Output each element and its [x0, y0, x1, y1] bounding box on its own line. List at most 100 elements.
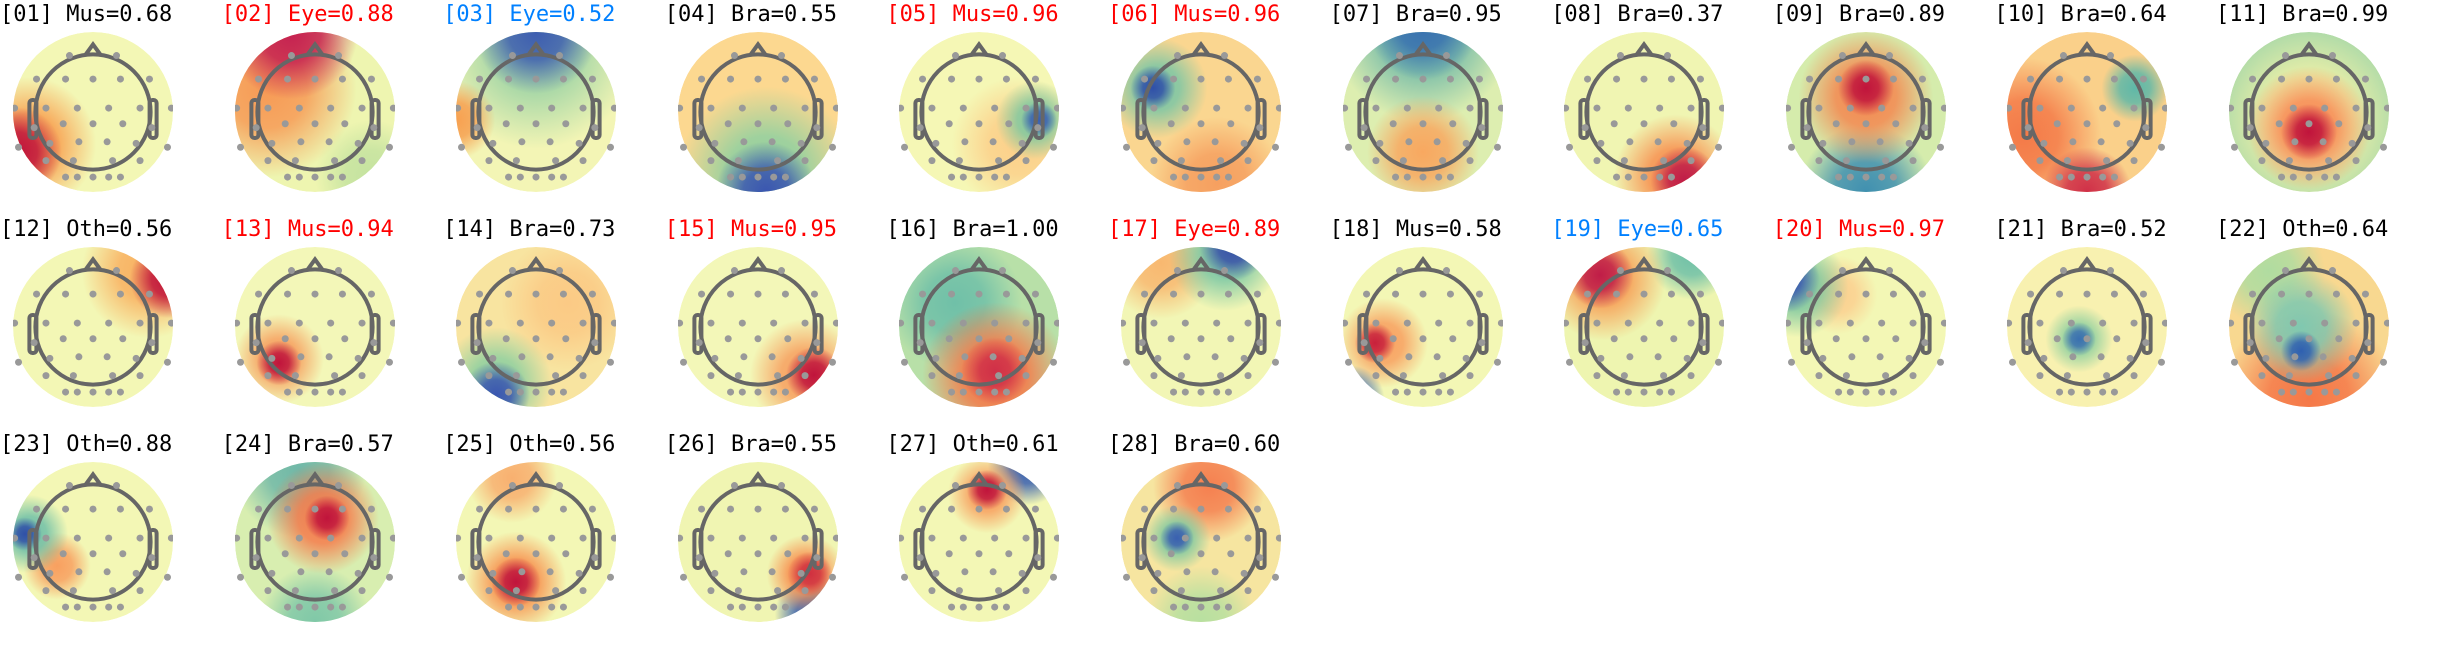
- component-panel[interactable]: [25] Oth=0.56: [443, 430, 664, 645]
- electrode-dot: [2258, 157, 2266, 165]
- electrode-dot: [1805, 75, 1813, 83]
- component-panel[interactable]: [03] Eye=0.52: [443, 0, 664, 215]
- electrode-dot: [330, 372, 338, 380]
- component-panel[interactable]: [15] Mus=0.95: [665, 215, 886, 430]
- component-panel[interactable]: [20] Mus=0.97: [1773, 215, 1994, 430]
- component-panel[interactable]: [28] Bra=0.60: [1108, 430, 1329, 645]
- component-panel[interactable]: [13] Mus=0.94: [222, 215, 443, 430]
- electrode-dot: [1834, 290, 1842, 298]
- component-panel[interactable]: [17] Eye=0.89: [1108, 215, 1329, 430]
- electrode-dot: [952, 482, 960, 490]
- electrode-dot: [1656, 388, 1664, 396]
- component-panel[interactable]: [07] Bra=0.95: [1330, 0, 1551, 215]
- electrode-dot: [1227, 550, 1235, 558]
- electrode-dot: [960, 173, 968, 181]
- electrode-dot: [73, 388, 81, 396]
- electrode-dot: [2107, 52, 2115, 60]
- component-panel[interactable]: [04] Bra=0.55: [665, 0, 886, 215]
- topomap: [456, 32, 617, 192]
- electrode-dot: [485, 157, 493, 165]
- component-panel[interactable]: [06] Mus=0.96: [1108, 0, 1329, 215]
- component-panel[interactable]: [14] Bra=0.73: [443, 215, 664, 430]
- electrode-dot: [1019, 139, 1027, 147]
- head-outline: [1800, 40, 1932, 172]
- component-panel[interactable]: [26] Bra=0.55: [665, 430, 886, 645]
- electrode-dot: [532, 388, 540, 396]
- component-panel[interactable]: [27] Oth=0.61: [886, 430, 1107, 645]
- electrode-dot: [2025, 339, 2033, 347]
- component-panel[interactable]: [08] Bra=0.37: [1551, 0, 1772, 215]
- electrode-dot: [1005, 120, 1013, 128]
- electrode-dot: [1846, 319, 1854, 327]
- electrode-dot: [2278, 173, 2286, 181]
- component-panel[interactable]: [10] Bra=0.64: [1994, 0, 2215, 215]
- electrode-dot: [1253, 505, 1261, 513]
- electrode-dot: [1419, 173, 1427, 181]
- component-panel[interactable]: [05] Mus=0.96: [886, 0, 1107, 215]
- electrode-dot: [295, 319, 303, 327]
- electrode-dot: [295, 173, 303, 181]
- electrode-dot: [2281, 267, 2289, 275]
- electrode-dot: [1656, 104, 1664, 112]
- electrode-dot: [1121, 319, 1127, 327]
- electrode-dot: [2098, 353, 2106, 361]
- component-panel[interactable]: [16] Bra=1.00: [886, 215, 1107, 430]
- component-panel[interactable]: [19] Eye=0.65: [1551, 215, 1772, 430]
- electrode-dot: [2361, 290, 2369, 298]
- electrode-dot: [1217, 372, 1225, 380]
- component-panel[interactable]: [01] Mus=0.68: [0, 0, 221, 215]
- electrode-dot: [2056, 75, 2064, 83]
- electrode-dot: [1183, 138, 1191, 146]
- component-panel[interactable]: [02] Eye=0.88: [222, 0, 443, 215]
- component-panel[interactable]: [21] Bra=0.52: [1994, 215, 2215, 430]
- electrode-dot: [73, 104, 81, 112]
- electrode-dot: [734, 372, 742, 380]
- electrode-dot: [2352, 157, 2360, 165]
- electrode-dot: [1846, 173, 1854, 181]
- electrode-dot: [999, 52, 1007, 60]
- electrode-dot: [1244, 372, 1252, 380]
- electrode-dot: [1584, 75, 1592, 83]
- component-panel[interactable]: [09] Bra=0.89: [1773, 0, 1994, 215]
- electrode-dot: [1003, 388, 1011, 396]
- electrode-dot: [2069, 353, 2077, 361]
- electrode-dot: [509, 267, 517, 275]
- electrode-dot: [991, 319, 999, 327]
- electrode-dot: [354, 569, 362, 577]
- electrode-dot: [1138, 124, 1146, 132]
- electrode-dot: [995, 372, 1003, 380]
- electrode-dot: [679, 143, 687, 151]
- electrode-dot: [1362, 75, 1370, 83]
- electrode-dot: [1170, 173, 1178, 181]
- electrode-dot: [517, 534, 525, 542]
- electrode-dot: [1197, 75, 1205, 83]
- electrode-dot: [1889, 388, 1897, 396]
- electrode-dot: [1940, 319, 1946, 327]
- electrode-dot: [1640, 173, 1648, 181]
- electrode-dot: [1181, 534, 1189, 542]
- electrode-dot: [1391, 173, 1399, 181]
- electrode-dot: [1141, 75, 1149, 83]
- electrode-dot: [1121, 104, 1127, 112]
- electrode-dot: [1640, 388, 1648, 396]
- component-panel[interactable]: [22] Oth=0.64: [2216, 215, 2437, 430]
- component-panel[interactable]: [11] Bra=0.99: [2216, 0, 2437, 215]
- electrode-dot: [116, 505, 124, 513]
- electrode-dot: [769, 603, 777, 611]
- electrode-dot: [69, 157, 77, 165]
- component-panel[interactable]: [12] Oth=0.56: [0, 215, 221, 430]
- electrode-dot: [828, 573, 836, 581]
- electrode-dot: [65, 482, 73, 490]
- electrode-dot: [167, 534, 173, 542]
- electrode-dot: [1664, 267, 1672, 275]
- electrode-dot: [505, 603, 513, 611]
- component-panel[interactable]: [23] Oth=0.88: [0, 430, 221, 645]
- component-panel[interactable]: [24] Bra=0.57: [222, 430, 443, 645]
- electrode-dot: [65, 267, 73, 275]
- electrode-dot: [1197, 603, 1205, 611]
- electrode-dot: [1668, 290, 1676, 298]
- electrode-dot: [1564, 319, 1570, 327]
- component-panel[interactable]: [18] Mus=0.58: [1330, 215, 1551, 430]
- electrode-dot: [532, 603, 540, 611]
- electrode-dot: [730, 267, 738, 275]
